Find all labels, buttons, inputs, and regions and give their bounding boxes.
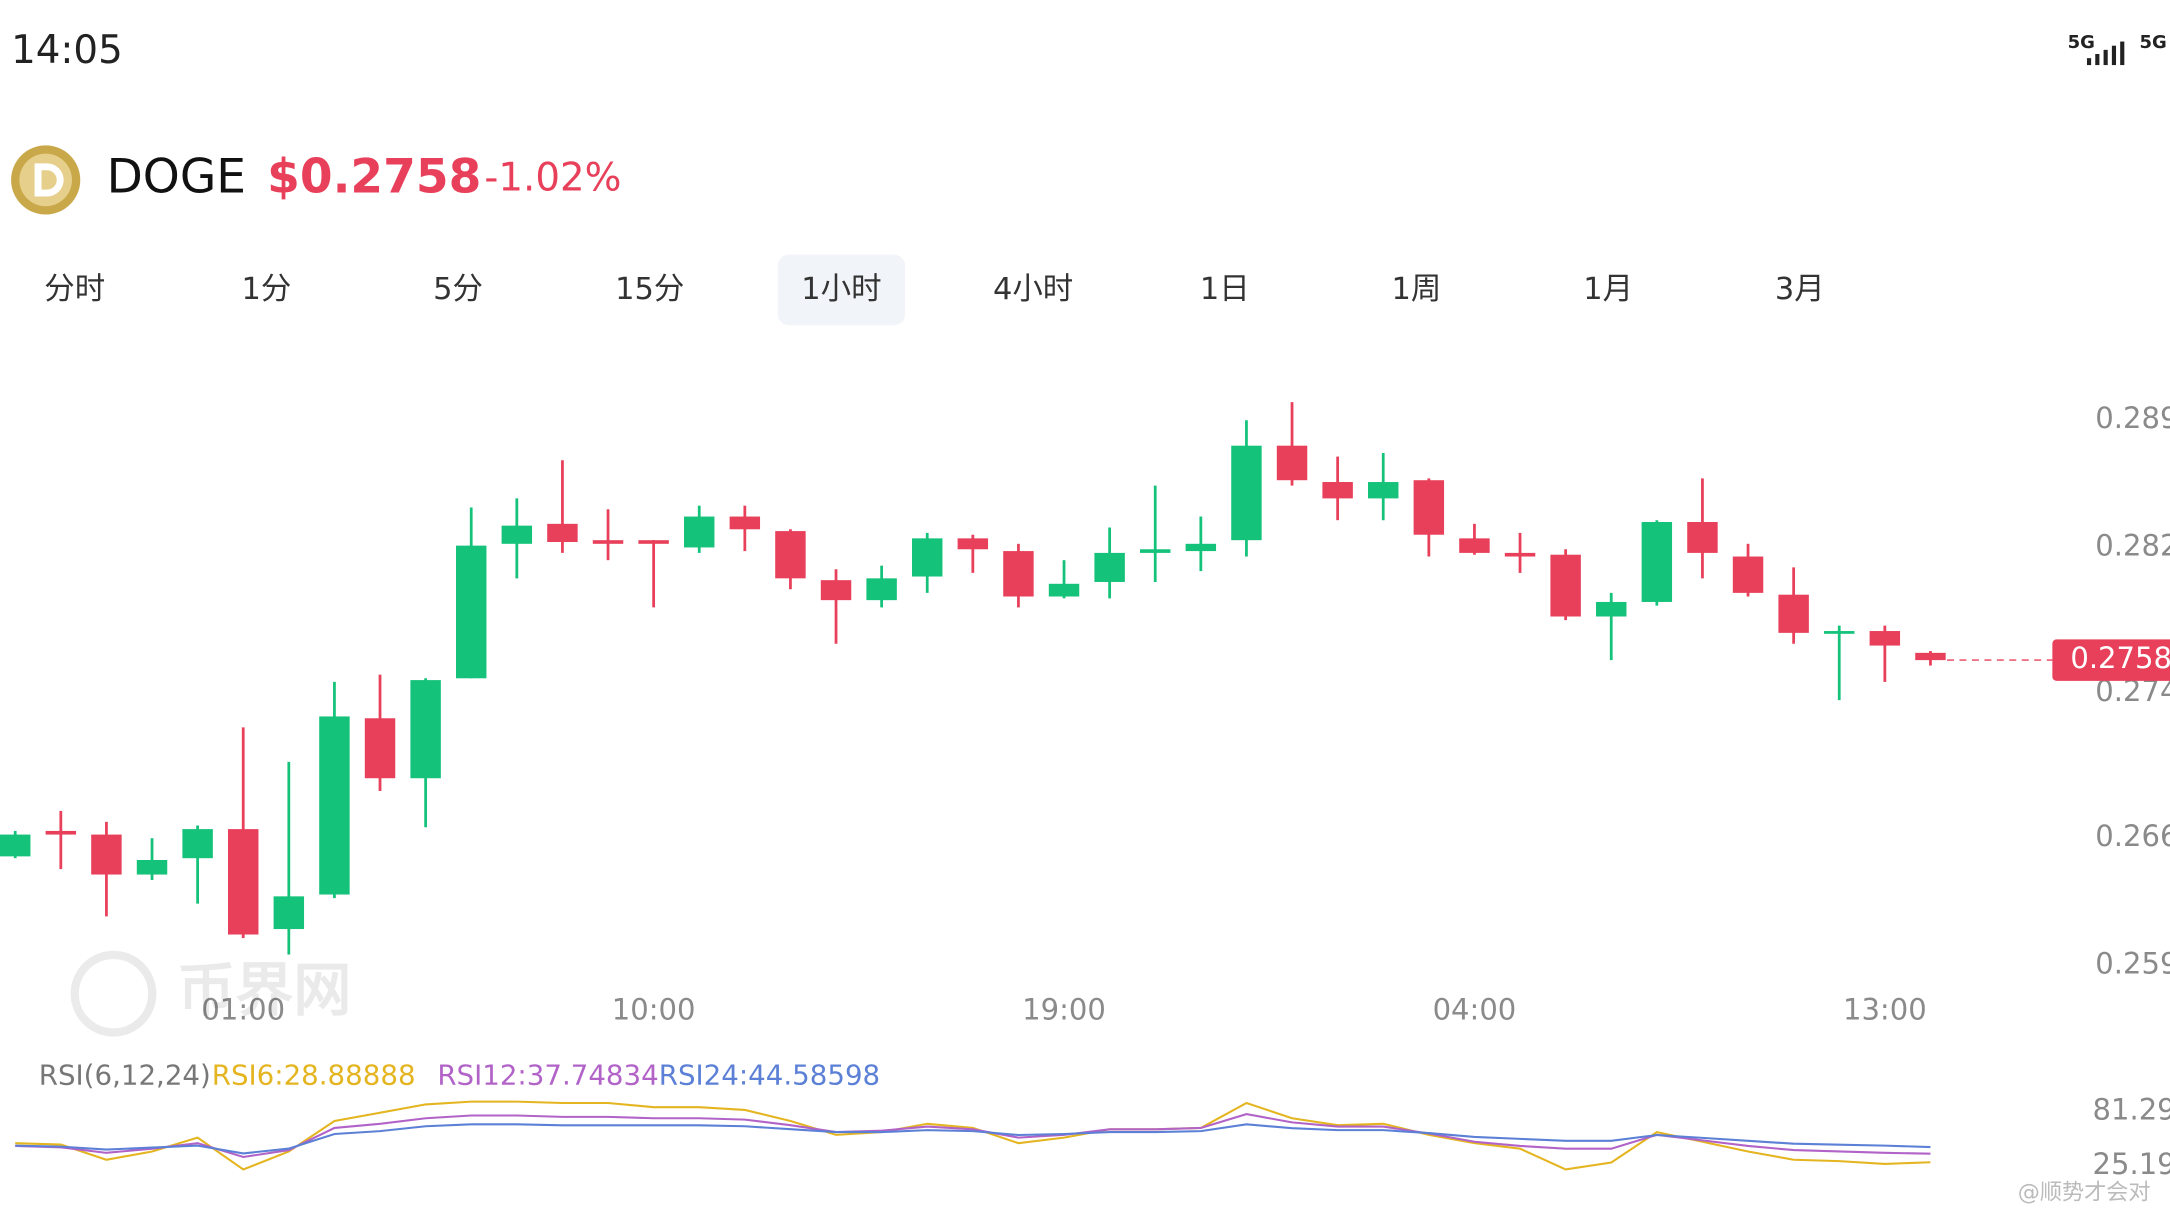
- tab[interactable]: 15分: [615, 272, 684, 307]
- candle-body: [1140, 549, 1171, 553]
- candle-body: [547, 523, 578, 542]
- price: $0.2758: [267, 149, 481, 204]
- network-label: 5G: [2140, 32, 2167, 53]
- tab[interactable]: 1月: [1583, 272, 1633, 307]
- x-tick-label: 10:00: [612, 993, 696, 1027]
- candle-body: [1504, 552, 1536, 557]
- candle-body: [729, 516, 761, 530]
- tab[interactable]: 3月: [1775, 272, 1825, 307]
- candle-body: [1185, 543, 1217, 552]
- rsi-legend: RSI12:37.74834: [437, 1059, 658, 1092]
- candle-body: [684, 516, 715, 548]
- watermark: 币界网: [70, 950, 351, 1037]
- candle-body: [319, 716, 350, 895]
- candlestick-chart: 0.2890.2820.2740.2660.25901:0010:0019:00…: [0, 401, 2170, 1181]
- x-tick-label: 01:00: [201, 993, 285, 1027]
- candle-body: [912, 538, 943, 577]
- tab[interactable]: 1周: [1392, 272, 1442, 307]
- candle-body: [501, 525, 533, 544]
- candle-body: [1596, 601, 1627, 617]
- y-tick-label: 0.289: [2095, 401, 2170, 435]
- candle-body: [1732, 556, 1764, 593]
- candle-body: [1322, 482, 1353, 499]
- candle-body: [775, 531, 806, 579]
- tab[interactable]: 1小时: [801, 272, 881, 307]
- rsi-legend: RSI6:28.88888: [212, 1059, 416, 1092]
- candle-body: [228, 829, 259, 935]
- candle-body: [1915, 652, 1946, 661]
- watermark-text: 币界网: [177, 956, 351, 1024]
- active-tab-bg: [777, 254, 906, 326]
- candle-body: [866, 578, 897, 601]
- candle-body: [1687, 522, 1718, 553]
- candle-body: [182, 829, 213, 859]
- x-tick-label: 04:00: [1433, 993, 1517, 1027]
- candle-body: [364, 718, 396, 779]
- candle-body: [1869, 631, 1901, 646]
- candle-body: [1003, 551, 1034, 597]
- candle-body: [1778, 594, 1809, 633]
- rsi-label: RSI(6,12,24): [39, 1059, 211, 1092]
- candle-body: [91, 834, 122, 875]
- y-tick-label: 0.259: [2095, 946, 2170, 980]
- status-time: 14:05: [11, 28, 123, 73]
- tab[interactable]: 5分: [433, 272, 483, 307]
- candle-body: [273, 896, 305, 930]
- candle-body: [1641, 522, 1673, 602]
- candle-body: [1550, 554, 1581, 617]
- current-price-tag: [2052, 639, 2170, 681]
- rsi-tick-label: 81.29: [2093, 1092, 2170, 1126]
- candle-body: [957, 538, 989, 550]
- y-tick-label: 0.282: [2095, 528, 2170, 562]
- network-label: 5G: [2068, 32, 2095, 53]
- rsi-line: [15, 1113, 1931, 1159]
- candle-body: [820, 580, 852, 601]
- rsi-line: [15, 1100, 1931, 1171]
- candle-body: [410, 680, 441, 779]
- tab[interactable]: 分时: [44, 272, 105, 307]
- candle-body: [1413, 480, 1445, 535]
- candle-body: [456, 545, 487, 679]
- candle-body: [1368, 482, 1399, 499]
- candle-body: [592, 540, 624, 544]
- rsi-legend: RSI24:44.58598: [659, 1059, 880, 1092]
- x-tick-label: 13:00: [1843, 993, 1927, 1027]
- current-price-label: 0.2758: [2070, 641, 2170, 675]
- candle-body: [0, 834, 31, 857]
- timeframe-tabs: 分时 1分 5分 15分 1小时 4小时 1日 1周 1月 3月: [44, 254, 1825, 326]
- candle-body: [136, 860, 168, 875]
- rsi-tick-label: 25.195: [2093, 1147, 2170, 1181]
- rsi-line: [15, 1123, 1931, 1155]
- status-icons: 5G 5G: [2068, 32, 2167, 66]
- candle-body: [1094, 552, 1125, 582]
- price-change: -1.02%: [484, 155, 621, 200]
- candle-body: [1459, 538, 1490, 553]
- x-tick-label: 19:00: [1022, 993, 1106, 1027]
- tab[interactable]: 1分: [242, 272, 292, 307]
- candle-body: [1048, 583, 1080, 597]
- candle-body: [45, 830, 77, 835]
- symbol: DOGE: [107, 149, 246, 204]
- candle-body: [638, 540, 669, 544]
- candle-body: [1824, 631, 1855, 634]
- candle-body: [1231, 445, 1262, 541]
- candle-body: [1276, 445, 1308, 481]
- tab[interactable]: 1日: [1200, 272, 1250, 307]
- author-watermark: @顺势才会对: [2018, 1179, 2151, 1205]
- coin-logo: [11, 145, 81, 215]
- tab[interactable]: 4小时: [993, 272, 1073, 307]
- y-tick-label: 0.266: [2095, 819, 2170, 853]
